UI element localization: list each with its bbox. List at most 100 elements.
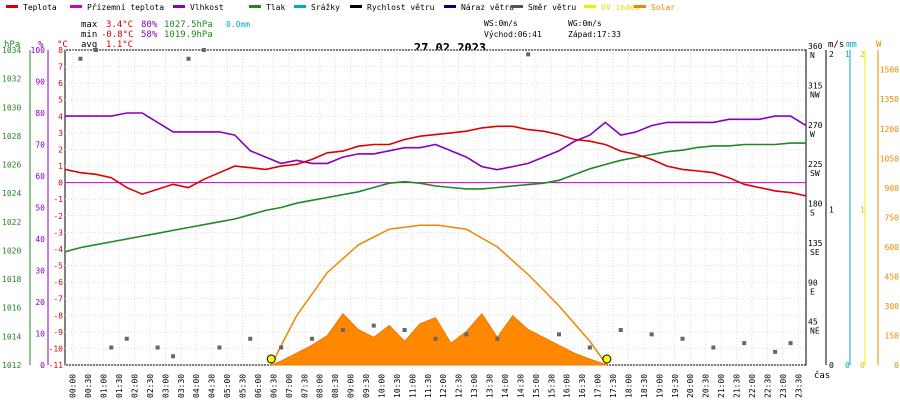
x-tick-label: 17:30 bbox=[609, 374, 618, 398]
wind-dir-dot bbox=[201, 48, 206, 52]
wind-dir-dot bbox=[155, 345, 160, 350]
x-tick-label: 00:00 bbox=[69, 374, 78, 398]
stats-min-temp: -0.8°C bbox=[101, 30, 134, 40]
wind-speed-tick: 0 bbox=[829, 361, 834, 370]
wind-dir-dot bbox=[464, 332, 469, 337]
stats-min-label: min bbox=[81, 30, 97, 40]
pressure-line bbox=[64, 142, 806, 253]
sunrise-marker bbox=[266, 354, 276, 364]
x-tick-label: 05:00 bbox=[223, 374, 232, 398]
x-tick-label: 09:00 bbox=[347, 374, 356, 398]
left-axes: 1012101410161018102010221024102610281030… bbox=[2, 46, 63, 370]
humidity-tick-label: 60 bbox=[35, 172, 45, 181]
wind-dir-dot bbox=[186, 56, 191, 61]
temp-tick-label: 4 bbox=[58, 112, 63, 121]
x-tick-label: 12:30 bbox=[455, 374, 464, 398]
humidity-tick-label: 40 bbox=[35, 235, 45, 244]
stats-avg-temp: 1.1°C bbox=[106, 40, 133, 50]
humidity-tick-label: 100 bbox=[31, 46, 46, 55]
pressure-tick-label: 1018 bbox=[2, 275, 21, 284]
solar-area bbox=[271, 312, 608, 366]
pressure-tick-label: 1020 bbox=[2, 246, 21, 255]
stats-max-press: 1027.5hPa bbox=[164, 20, 213, 30]
wind-dir-dot bbox=[402, 328, 407, 332]
wind-dir-dot bbox=[93, 48, 98, 52]
plot-area: 1012101410161018102010221024102610281030… bbox=[2, 42, 899, 398]
unit-degc: °C bbox=[57, 40, 68, 50]
x-tick-label: 03:30 bbox=[177, 374, 186, 398]
stats-max-temp: 3.4°C bbox=[106, 20, 133, 30]
unit-hpa: hPa bbox=[4, 40, 20, 50]
wind-dir-dot bbox=[587, 345, 592, 350]
wind-info: WS:0m/s WG:0m/s Východ:06:41 Západ:17:33 bbox=[484, 19, 621, 39]
legend-label-rychlost: Rychlost větru bbox=[367, 3, 435, 12]
unit-cas: čas bbox=[814, 370, 830, 381]
legend-swatch-srazky bbox=[294, 5, 306, 8]
temp-tick-label: -7 bbox=[53, 295, 63, 304]
x-tick-label: 12:00 bbox=[439, 374, 448, 398]
legend-label-teplota: Teplota bbox=[23, 3, 57, 12]
legend-swatch-smer bbox=[511, 5, 523, 8]
solar-tick: 1350 bbox=[880, 95, 899, 104]
wind-speed-tick: 2 bbox=[829, 50, 834, 59]
pressure-tick-label: 1022 bbox=[2, 218, 21, 227]
x-tick-label: 16:00 bbox=[563, 374, 572, 398]
x-tick-label: 21:30 bbox=[733, 374, 742, 398]
wind-dir-dot bbox=[248, 336, 253, 341]
x-tick-label: 15:30 bbox=[547, 374, 556, 398]
solar-tick: 1500 bbox=[880, 66, 899, 75]
temp-tick-label: 5 bbox=[58, 96, 63, 105]
wind-dir-label: S bbox=[810, 209, 815, 218]
wind-dir-dot bbox=[495, 336, 500, 341]
wind-dir-label: SE bbox=[810, 248, 820, 257]
humidity-tick-label: 20 bbox=[35, 298, 45, 307]
temp-tick-label: -2 bbox=[53, 212, 63, 221]
wind-dir-dot bbox=[618, 328, 623, 332]
solar-tick: 750 bbox=[885, 213, 900, 222]
wind-dir-label: NE bbox=[810, 327, 820, 336]
wind-dir-dot bbox=[124, 336, 129, 341]
wind-dir-dot bbox=[773, 349, 778, 354]
right-axes: 45NE90E135SE180S225SW270W315NW360N012010… bbox=[808, 42, 899, 370]
x-tick-label: 17:00 bbox=[594, 374, 603, 398]
wind-dir-deg: 135 bbox=[808, 239, 823, 248]
uv-tick: 1 bbox=[860, 206, 865, 215]
wind-dir-dot bbox=[742, 341, 747, 346]
temp-tick-label: 7 bbox=[58, 63, 63, 72]
x-tick-label: 02:00 bbox=[130, 374, 139, 398]
unit-pct: % bbox=[38, 40, 44, 50]
x-tick-label: 04:30 bbox=[208, 374, 217, 398]
wind-dir-dot bbox=[310, 336, 314, 341]
x-tick-label: 01:00 bbox=[100, 374, 109, 398]
x-tick-label: 18:30 bbox=[640, 374, 649, 398]
uv-tick: 2 bbox=[860, 50, 865, 59]
x-tick-label: 14:00 bbox=[501, 374, 510, 398]
stats-block: max 3.4°C 80% 1027.5hPa 0.0mm min -0.8°C… bbox=[81, 20, 250, 50]
wind-dir-dot bbox=[433, 336, 438, 341]
temp-tick-label: -4 bbox=[53, 245, 63, 254]
wind-dir-deg: 180 bbox=[808, 200, 823, 209]
humidity-tick-label: 0 bbox=[40, 361, 45, 370]
x-tick-label: 15:00 bbox=[532, 374, 541, 398]
x-tick-label: 18:00 bbox=[624, 374, 633, 398]
wind-dir-dot bbox=[788, 341, 793, 346]
stats-min-press: 1019.9hPa bbox=[164, 30, 213, 40]
x-tick-label: 23:00 bbox=[779, 374, 788, 398]
humidity-line bbox=[65, 112, 807, 171]
stats-max-label: max bbox=[81, 20, 98, 30]
solar-tick: 1200 bbox=[880, 125, 899, 134]
x-tick-label: 00:30 bbox=[84, 374, 93, 398]
plot-frame bbox=[64, 49, 807, 366]
wind-dir-dot bbox=[371, 323, 376, 328]
x-tick-label: 07:30 bbox=[300, 374, 309, 398]
wind-dir-dot bbox=[279, 345, 284, 350]
legend-swatch-rychlost bbox=[350, 5, 362, 8]
wind-dir-dot bbox=[78, 56, 83, 61]
wind-dir-dot bbox=[171, 354, 176, 359]
pressure-tick-label: 1016 bbox=[2, 304, 21, 313]
x-tick-label: 08:00 bbox=[316, 374, 325, 398]
axis-units: hPa % °C m/s mm W čas bbox=[4, 40, 882, 381]
legend-label-vlhkost: Vlhkost bbox=[190, 3, 224, 12]
x-tick-label: 11:30 bbox=[424, 374, 433, 398]
sunrise-text: Východ:06:41 bbox=[484, 30, 542, 39]
